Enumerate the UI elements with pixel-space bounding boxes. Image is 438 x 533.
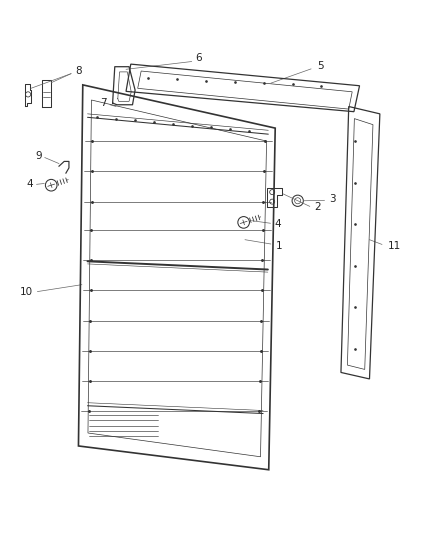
Text: 4: 4 [274, 219, 281, 229]
Text: 4: 4 [26, 179, 33, 189]
Text: 2: 2 [314, 202, 321, 212]
Text: 5: 5 [317, 61, 324, 71]
Text: 3: 3 [329, 195, 336, 205]
Text: 1: 1 [276, 241, 282, 251]
Text: 7: 7 [100, 98, 106, 108]
Text: 11: 11 [388, 241, 401, 251]
Text: 6: 6 [195, 53, 201, 63]
Text: 10: 10 [20, 287, 33, 297]
Text: 8: 8 [76, 66, 82, 76]
Text: 9: 9 [35, 151, 42, 161]
